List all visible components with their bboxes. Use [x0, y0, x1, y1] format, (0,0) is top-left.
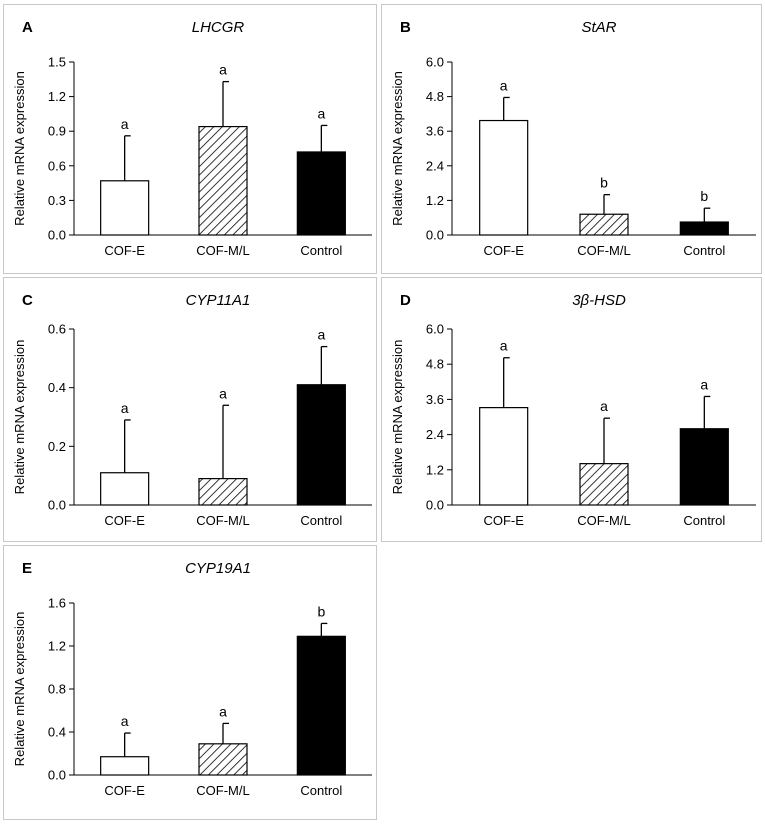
- y-tick-label: 1.2: [426, 462, 444, 477]
- y-tick-label: 1.2: [48, 639, 66, 654]
- bar-cof-m-l: [198, 743, 248, 776]
- significance-letter: a: [219, 385, 227, 401]
- x-tick-label: Control: [300, 243, 342, 258]
- significance-letter: a: [500, 338, 508, 354]
- y-tick-label: 0.0: [48, 228, 66, 243]
- y-tick-label: 0.4: [48, 725, 66, 740]
- y-tick-label: 0.6: [48, 158, 66, 173]
- bar-cof-m-l: [198, 125, 248, 236]
- bar-control: [296, 384, 346, 506]
- y-axis-label: Relative mRNA expression: [12, 340, 27, 495]
- chart-title: LHCGR: [192, 19, 245, 36]
- y-tick-label: 0.0: [48, 768, 66, 783]
- significance-letter: a: [219, 703, 227, 719]
- y-tick-label: 4.8: [426, 89, 444, 104]
- significance-letter: a: [500, 77, 508, 93]
- y-tick-label: 6.0: [426, 55, 444, 70]
- x-tick-label: COF-E: [104, 783, 145, 798]
- chart-panel-d: D 3β-HSD Relative mRNA expression 0.0 1.2 2.4…: [381, 277, 762, 542]
- y-axis-label: Relative mRNA expression: [12, 612, 27, 767]
- y-tick-label: 3.6: [426, 124, 444, 139]
- y-tick-label: 1.2: [48, 89, 66, 104]
- chart-svg: D 3β-HSD Relative mRNA expression 0.0 1.2 2.4…: [390, 292, 756, 528]
- y-tick-label: 0.6: [48, 322, 66, 337]
- panel-letter: B: [400, 19, 411, 36]
- x-tick-label: COF-M/L: [577, 243, 630, 258]
- y-tick-label: 0.2: [48, 439, 66, 454]
- chart-svg: A LHCGR Relative mRNA expression 0.0 0.3 0.6 0…: [12, 19, 372, 258]
- x-tick-label: Control: [683, 243, 725, 258]
- bar-control: [679, 428, 729, 506]
- bar-cof-e: [479, 407, 529, 506]
- significance-letter: a: [121, 713, 129, 729]
- bar-control: [679, 221, 729, 236]
- bar-cof-e: [479, 119, 529, 236]
- panel-letter: D: [400, 292, 411, 309]
- chart-svg: B StAR Relative mRNA expression 0.0 1.2 2.4 3.…: [390, 19, 756, 258]
- bar-cof-m-l: [579, 463, 629, 506]
- bar-cof-e: [100, 756, 150, 776]
- y-tick-label: 0.8: [48, 682, 66, 697]
- y-tick-label: 1.6: [48, 596, 66, 611]
- y-axis-label: Relative mRNA expression: [12, 71, 27, 226]
- significance-letter: b: [317, 603, 325, 619]
- x-tick-label: COF-E: [483, 243, 524, 258]
- y-tick-label: 1.5: [48, 55, 66, 70]
- bar-cof-e: [100, 180, 150, 236]
- y-tick-label: 0.9: [48, 124, 66, 139]
- chart-panel-c: C CYP11A1 Relative mRNA expression 0.0 0.2 0.…: [3, 277, 377, 542]
- chart-svg: C CYP11A1 Relative mRNA expression 0.0 0.2 0.…: [12, 292, 372, 528]
- x-tick-label: COF-M/L: [196, 243, 249, 258]
- y-tick-label: 1.2: [426, 193, 444, 208]
- significance-letter: a: [121, 400, 129, 416]
- x-tick-label: COF-E: [104, 513, 145, 528]
- chart-title: 3β-HSD: [572, 292, 626, 309]
- chart-panel-e: E CYP19A1 Relative mRNA expression 0.0 0.4 0.…: [3, 545, 377, 820]
- panel-letter: E: [22, 560, 32, 577]
- x-tick-label: COF-E: [483, 513, 524, 528]
- bar-control: [296, 151, 346, 236]
- y-tick-label: 0.0: [426, 228, 444, 243]
- chart-title: CYP11A1: [186, 292, 251, 309]
- significance-letter: a: [317, 327, 325, 343]
- chart-panel-a: A LHCGR Relative mRNA expression 0.0 0.3 0.6 0…: [3, 4, 377, 274]
- chart-title: CYP19A1: [185, 560, 251, 577]
- y-tick-label: 0.0: [426, 498, 444, 513]
- bar-cof-m-l: [579, 213, 629, 236]
- x-tick-label: Control: [300, 783, 342, 798]
- y-axis-label: Relative mRNA expression: [390, 340, 405, 495]
- y-tick-label: 2.4: [426, 427, 444, 442]
- x-tick-label: COF-M/L: [196, 513, 249, 528]
- x-tick-label: Control: [300, 513, 342, 528]
- y-tick-label: 4.8: [426, 357, 444, 372]
- panel-letter: A: [22, 19, 33, 36]
- bar-cof-m-l: [198, 478, 248, 506]
- significance-letter: a: [317, 105, 325, 121]
- x-tick-label: COF-E: [104, 243, 145, 258]
- x-tick-label: Control: [683, 513, 725, 528]
- bar-control: [296, 635, 346, 776]
- y-tick-label: 0.3: [48, 193, 66, 208]
- bar-cof-e: [100, 472, 150, 506]
- significance-letter: a: [121, 116, 129, 132]
- y-tick-label: 0.0: [48, 498, 66, 513]
- significance-letter: a: [700, 376, 708, 392]
- significance-letter: a: [219, 62, 227, 78]
- x-tick-label: COF-M/L: [577, 513, 630, 528]
- significance-letter: a: [600, 398, 608, 414]
- x-tick-label: COF-M/L: [196, 783, 249, 798]
- significance-letter: b: [700, 188, 708, 204]
- y-tick-label: 0.4: [48, 380, 66, 395]
- chart-panel-b: B StAR Relative mRNA expression 0.0 1.2 2.4 3.…: [381, 4, 762, 274]
- chart-svg: E CYP19A1 Relative mRNA expression 0.0 0.4 0.…: [12, 560, 372, 798]
- y-tick-label: 2.4: [426, 158, 444, 173]
- y-axis-label: Relative mRNA expression: [390, 71, 405, 226]
- chart-title: StAR: [581, 19, 616, 36]
- significance-letter: b: [600, 175, 608, 191]
- y-tick-label: 6.0: [426, 322, 444, 337]
- y-tick-label: 3.6: [426, 392, 444, 407]
- panel-letter: C: [22, 292, 33, 309]
